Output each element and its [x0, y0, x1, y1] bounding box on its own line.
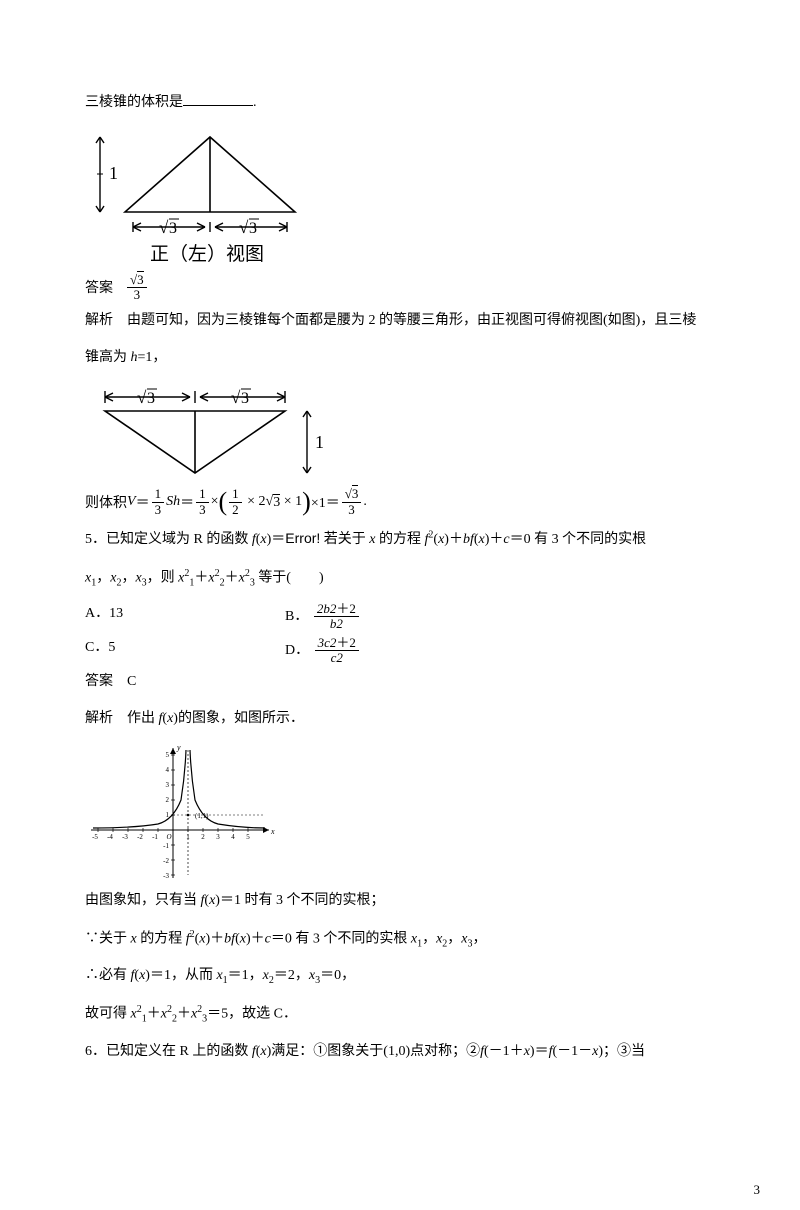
q6-stem: 6．已知定义在 R 上的函数 f(x)满足：①图象关于(1,0)点对称；②f(－… — [85, 1039, 715, 1066]
volume-formula: 则体积 V ＝ 13 Sh＝ 13 × ( 12 × 2√3 × 1 ) ×1＝… — [85, 487, 715, 517]
options-row-1: A．13 B． 2b2＋2b2 — [85, 602, 715, 632]
svg-text:-4: -4 — [107, 833, 113, 841]
option-b: B． 2b2＋2b2 — [285, 602, 361, 632]
svg-text:3: 3 — [241, 390, 249, 407]
svg-text:-3: -3 — [122, 833, 128, 841]
analysis-1a: 解析 由题可知，因为三棱锥每个面都是腰为 2 的等腰三角形，由正视图可得俯视图(… — [85, 308, 715, 335]
svg-text:O: O — [166, 833, 171, 841]
svg-text:-2: -2 — [163, 857, 169, 865]
svg-text:-2: -2 — [137, 833, 143, 841]
post-4: 故可得 x21＋x22＋x23＝5，故选 C． — [85, 1000, 715, 1028]
svg-text:4: 4 — [231, 833, 235, 841]
q5-stem-2: x1，x2，x3，则 x21＋x22＋x23 等于( ) — [85, 564, 715, 592]
q4-stem: 三棱锥的体积是. — [85, 90, 715, 117]
option-d: D． 3c2＋2c2 — [285, 636, 361, 666]
options-row-2: C．5 D． 3c2＋2c2 — [85, 636, 715, 666]
svg-text:5: 5 — [166, 751, 170, 759]
figure-front-view: 1 √ 3 √ 3 正（左）视图 — [85, 127, 715, 267]
svg-text:x: x — [270, 827, 275, 836]
svg-text:-3: -3 — [163, 872, 169, 880]
option-a: A．13 — [85, 602, 285, 632]
figure-top-view: √ 3 √ 3 1 — [85, 381, 715, 481]
q5-stem-1: 5．已知定义域为 R 的函数 f(x)＝Error! 若关于 x 的方程 f2(… — [85, 525, 715, 554]
q5-analysis: 解析 作出 f(x)的图象，如图所示． — [85, 706, 715, 733]
svg-text:2: 2 — [166, 796, 170, 804]
function-graph: x y -5 -4 -3 -2 -1 O 1 2 3 4 5 — [85, 742, 715, 882]
svg-text:3: 3 — [249, 220, 257, 237]
option-c: C．5 — [85, 636, 285, 666]
svg-text:3: 3 — [169, 220, 177, 237]
svg-text:-1: -1 — [163, 842, 169, 850]
svg-text:4: 4 — [166, 766, 170, 774]
analysis-1b: 锥高为 h=1， — [85, 345, 715, 372]
svg-text:√: √ — [231, 388, 241, 407]
svg-text:5: 5 — [246, 833, 250, 841]
post-3: ∴必有 f(x)＝1，从而 x1＝1，x2＝2，x3＝0， — [85, 963, 715, 990]
svg-text:-1: -1 — [152, 833, 158, 841]
svg-text:-5: -5 — [92, 833, 98, 841]
blank — [183, 91, 253, 106]
svg-text:√: √ — [137, 388, 147, 407]
answer: 答案 √3 3 — [85, 273, 715, 303]
page-number: 3 — [754, 1182, 761, 1198]
svg-text:2: 2 — [201, 833, 205, 841]
svg-text:√: √ — [239, 218, 249, 237]
q5-answer: 答案 C — [85, 669, 715, 696]
post-1: 由图象知，只有当 f(x)＝1 时有 3 个不同的实根； — [85, 888, 715, 915]
svg-text:3: 3 — [216, 833, 220, 841]
svg-text:√: √ — [159, 218, 169, 237]
svg-text:(1,1): (1,1) — [195, 812, 209, 820]
svg-text:y: y — [176, 743, 181, 752]
svg-text:3: 3 — [147, 390, 155, 407]
svg-text:1: 1 — [109, 163, 118, 183]
svg-text:3: 3 — [166, 781, 170, 789]
svg-text:正（左）视图: 正（左）视图 — [150, 243, 264, 265]
svg-text:1: 1 — [315, 432, 324, 452]
post-2: ∵关于 x 的方程 f2(x)＋bf(x)＋c＝0 有 3 个不同的实根 x1，… — [85, 925, 715, 953]
